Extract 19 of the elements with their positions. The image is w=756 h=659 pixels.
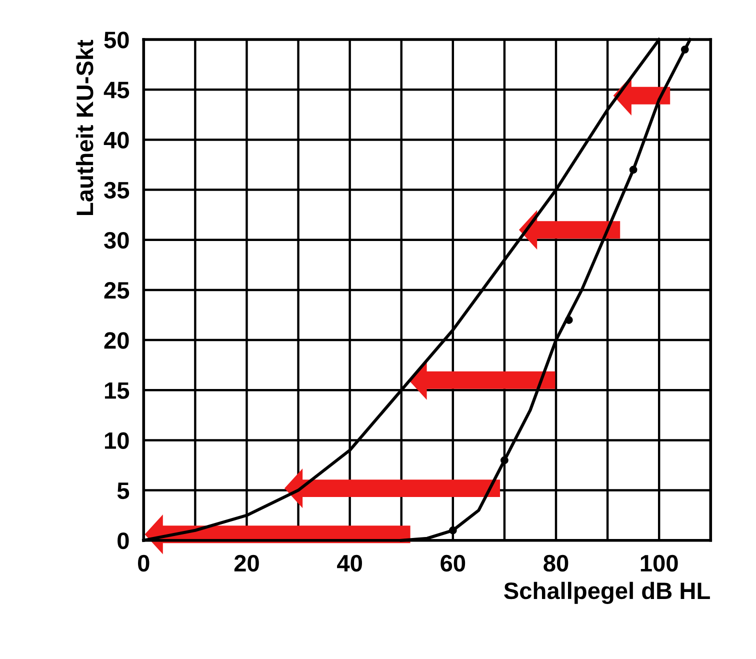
y-tick-label: 0 <box>118 532 129 550</box>
x-axis-title: Schallpegel dB HL <box>504 582 710 604</box>
x-tick-label: 100 <box>640 554 678 572</box>
y-tick-label: 20 <box>104 332 129 349</box>
x-tick-label: 40 <box>337 554 362 572</box>
x-tick-label: 80 <box>544 554 568 572</box>
y-tick-label: 25 <box>104 282 130 299</box>
x-tick-label: 20 <box>234 554 259 572</box>
y-tick-label: 40 <box>104 132 129 148</box>
y-tick-label: 35 <box>104 182 130 199</box>
y-tick-label: 45 <box>104 82 130 98</box>
y-tick-label: 10 <box>104 432 129 449</box>
y-tick-label: 15 <box>104 382 130 399</box>
y-tick-label: 30 <box>104 232 129 249</box>
x-tick-label: 0 <box>138 554 150 572</box>
x-tick-label: 60 <box>440 554 466 572</box>
y-tick-label: 5 <box>117 482 130 500</box>
y-axis-title: Lautheit KU-Skt <box>76 40 94 216</box>
y-tick-label: 50 <box>104 32 129 48</box>
